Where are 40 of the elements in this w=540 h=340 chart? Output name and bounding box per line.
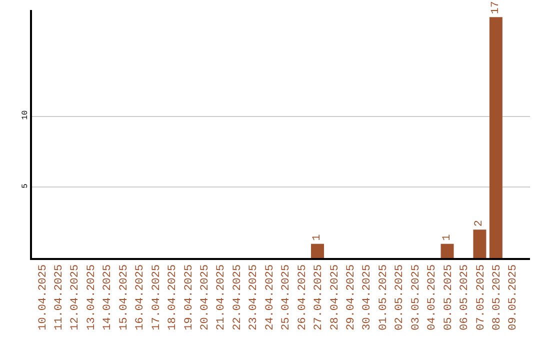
y-tick-label: 10 (20, 110, 30, 120)
x-tick-label: 20.04.2025 (200, 264, 212, 330)
x-tick-label: 21.04.2025 (216, 264, 228, 330)
x-tick-label: 08.05.2025 (492, 264, 504, 330)
x-tick-label: 22.04.2025 (232, 264, 244, 330)
y-tick-label: 5 (20, 183, 30, 188)
x-tick-label: 03.05.2025 (410, 264, 422, 330)
x-tick-label: 15.04.2025 (118, 264, 130, 330)
x-tick-label: 01.05.2025 (378, 264, 390, 330)
x-tick-label: 17.04.2025 (150, 264, 163, 330)
x-tick-label: 10.04.2025 (37, 264, 50, 330)
data-label: 17 (490, 1, 502, 14)
x-tick-label: 05.05.2025 (442, 264, 455, 330)
x-tick-label: 11.04.2025 (54, 264, 66, 330)
x-tick-label: 14.04.2025 (102, 264, 114, 330)
x-tick-label: 16.04.2025 (134, 264, 147, 330)
x-tick-label: 30.04.2025 (362, 264, 374, 330)
data-label: 1 (312, 234, 324, 241)
x-tick-label: 04.05.2025 (426, 264, 439, 330)
x-tick-label: 19.04.2025 (183, 264, 196, 330)
data-label: 1 (441, 234, 454, 241)
x-tick-label: 13.04.2025 (86, 264, 98, 330)
bar (440, 244, 454, 258)
x-tick-label: 18.04.2025 (167, 264, 180, 330)
x-tick-label: 12.04.2025 (70, 264, 82, 330)
data-label: 2 (474, 220, 486, 227)
x-tick-label: 29.04.2025 (346, 264, 358, 330)
x-tick-label: 02.05.2025 (394, 264, 406, 330)
bar (473, 230, 486, 258)
bar (489, 17, 502, 258)
x-tick-label: 27.04.2025 (313, 264, 326, 330)
x-tick-label: 06.05.2025 (459, 264, 472, 330)
x-tick-label: 24.04.2025 (264, 264, 276, 330)
x-tick-label: 26.04.2025 (296, 264, 309, 330)
x-tick-label: 23.04.2025 (248, 264, 260, 330)
x-tick-label: 25.04.2025 (280, 264, 293, 330)
bar (311, 244, 324, 258)
x-tick-label: 07.05.2025 (475, 264, 488, 330)
x-tick-label: 09.05.2025 (508, 264, 520, 330)
x-tick-label: 28.04.2025 (329, 264, 342, 330)
